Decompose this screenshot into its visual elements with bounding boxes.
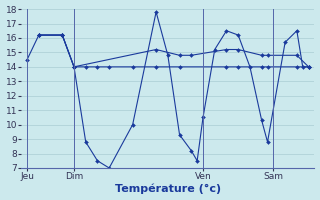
X-axis label: Température (°c): Température (°c): [115, 184, 221, 194]
